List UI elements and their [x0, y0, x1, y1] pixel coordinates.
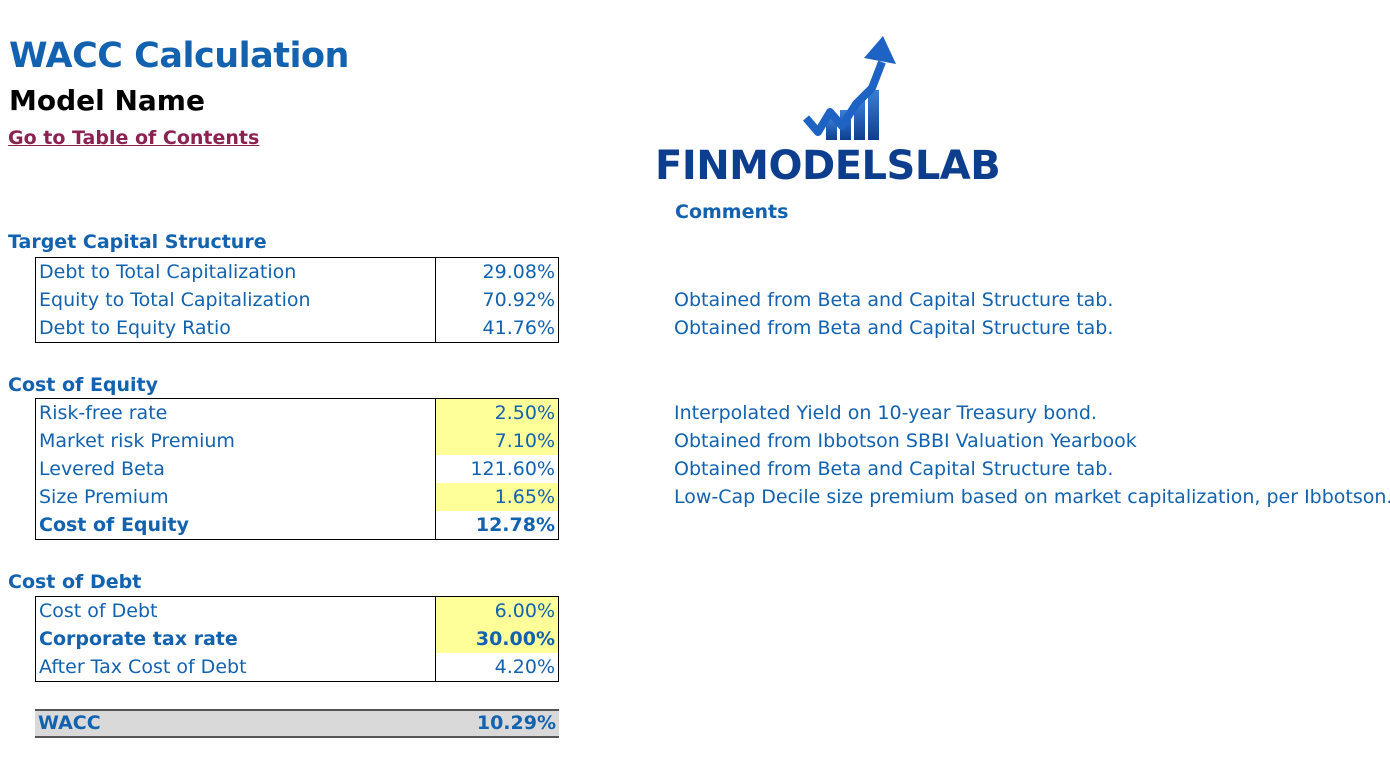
row-label[interactable]: Corporate tax rate: [36, 625, 436, 653]
cost-of-equity-table: Risk-free rate 2.50% Market risk Premium…: [35, 398, 559, 540]
input-value[interactable]: 2.50%: [436, 399, 558, 427]
input-value[interactable]: 1.65%: [436, 483, 558, 511]
input-value[interactable]: 30.00%: [436, 625, 558, 653]
comment-text: Obtained from Beta and Capital Structure…: [674, 458, 1114, 480]
wacc-label[interactable]: WACC: [38, 712, 101, 734]
wacc-total-row: WACC 10.29%: [35, 709, 559, 738]
row-value[interactable]: 70.92%: [482, 289, 555, 311]
comment-text: Low-Cap Decile size premium based on mar…: [674, 486, 1390, 508]
row-label[interactable]: Size Premium: [36, 483, 436, 511]
comment-text: Obtained from Ibbotson SBBI Valuation Ye…: [674, 430, 1137, 452]
comment-text: Obtained from Beta and Capital Structure…: [674, 317, 1114, 339]
table-row-total: Cost of Equity 12.78%: [36, 511, 558, 539]
rising-chart-arrow-icon: [802, 36, 896, 140]
row-value[interactable]: 41.76%: [482, 317, 555, 339]
section-title-capital-structure: Target Capital Structure: [8, 231, 267, 253]
table-row: After Tax Cost of Debt 4.20%: [36, 653, 558, 681]
row-label[interactable]: Market risk Premium: [36, 427, 436, 455]
row-label[interactable]: Debt to Total Capitalization: [36, 258, 436, 286]
row-label[interactable]: After Tax Cost of Debt: [36, 653, 436, 681]
table-row: Size Premium 1.65%: [36, 483, 558, 511]
row-label[interactable]: Debt to Equity Ratio: [36, 314, 436, 342]
table-row: Debt to Total Capitalization 29.08%: [36, 258, 558, 286]
section-title-cost-of-equity: Cost of Equity: [8, 374, 159, 396]
input-value[interactable]: 7.10%: [436, 427, 558, 455]
row-value[interactable]: 29.08%: [482, 261, 555, 283]
capital-structure-table: Debt to Total Capitalization 29.08% Equi…: [35, 257, 559, 343]
section-title-cost-of-debt: Cost of Debt: [8, 571, 142, 593]
table-of-contents-link[interactable]: Go to Table of Contents: [8, 127, 260, 149]
table-row: Equity to Total Capitalization 70.92%: [36, 286, 558, 314]
row-label[interactable]: Levered Beta: [36, 455, 436, 483]
comments-header: Comments: [675, 201, 789, 223]
row-label[interactable]: Cost of Debt: [36, 597, 436, 625]
table-row: Risk-free rate 2.50%: [36, 399, 558, 427]
row-label[interactable]: Cost of Equity: [36, 511, 436, 539]
comment-text: Obtained from Beta and Capital Structure…: [674, 289, 1114, 311]
table-row: Corporate tax rate 30.00%: [36, 625, 558, 653]
table-row: Levered Beta 121.60%: [36, 455, 558, 483]
table-row: Market risk Premium 7.10%: [36, 427, 558, 455]
total-value[interactable]: 12.78%: [475, 514, 555, 536]
model-name: Model Name: [9, 84, 205, 117]
table-row: Cost of Debt 6.00%: [36, 597, 558, 625]
comment-text: Interpolated Yield on 10-year Treasury b…: [674, 402, 1097, 424]
row-label[interactable]: Equity to Total Capitalization: [36, 286, 436, 314]
row-label[interactable]: Risk-free rate: [36, 399, 436, 427]
wacc-value[interactable]: 10.29%: [476, 712, 556, 734]
cost-of-debt-table: Cost of Debt 6.00% Corporate tax rate 30…: [35, 596, 559, 682]
logo-text: FINMODELSLAB: [655, 143, 1001, 189]
table-row: Debt to Equity Ratio 41.76%: [36, 314, 558, 342]
row-value[interactable]: 4.20%: [494, 656, 555, 678]
page-title: WACC Calculation: [9, 36, 349, 76]
finmodelslab-logo: FINMODELSLAB: [650, 36, 1040, 189]
row-value[interactable]: 121.60%: [470, 458, 555, 480]
input-value[interactable]: 6.00%: [436, 597, 558, 625]
